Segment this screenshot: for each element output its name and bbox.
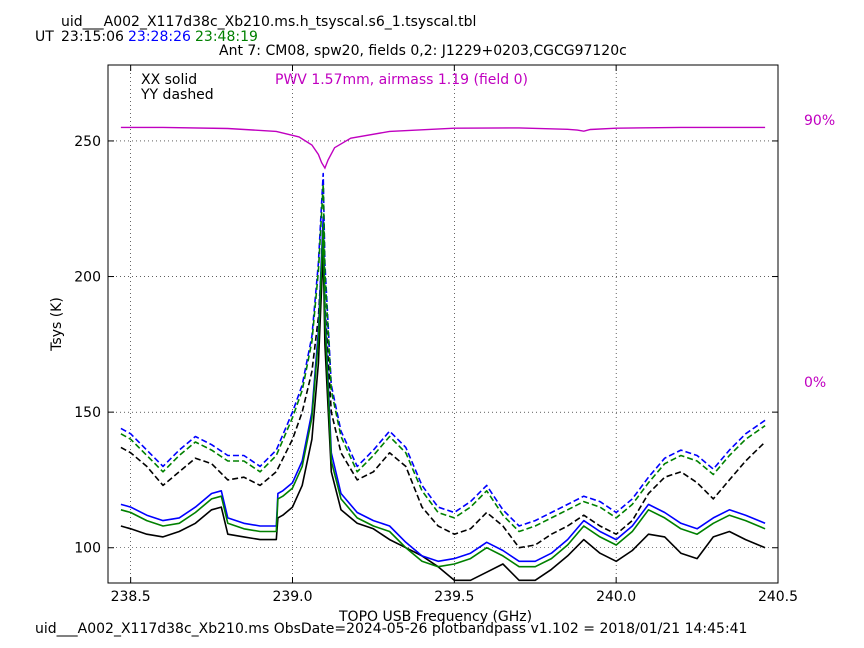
- tsys-series-0: [120, 248, 766, 582]
- legend-xx: XX solid: [141, 72, 198, 88]
- x-tick-label: 240.0: [596, 589, 636, 605]
- tsys-series-1: [120, 235, 766, 549]
- time-stamp-1: 23:15:06: [61, 29, 124, 45]
- plot-subtitle: Ant 7: CM08, spw20, fields 0,2: J1229+02…: [219, 43, 627, 59]
- pwv-annotation: PWV 1.57mm, airmass 1.19 (field 0): [275, 72, 529, 88]
- right-axis-label-bottom: 0%: [804, 375, 827, 391]
- x-tick-label: 238.5: [111, 589, 151, 605]
- tsys-series-3: [120, 172, 766, 527]
- tsys-series-4: [120, 226, 766, 568]
- y-tick-label: 200: [74, 270, 101, 286]
- file-title: uid___A002_X117d38c_Xb210.ms.h_tsyscal.s…: [61, 14, 477, 30]
- y-tick-label: 150: [74, 405, 101, 421]
- tsys-series-2: [120, 216, 766, 563]
- y-tick-label: 100: [74, 541, 101, 557]
- legend-yy: YY dashed: [141, 87, 214, 103]
- ut-label: UT: [35, 29, 54, 45]
- tsys-series-5: [120, 183, 766, 533]
- x-axis-label: TOPO USB Frequency (GHz): [339, 609, 533, 625]
- atmosphere-transmission-line: [120, 126, 766, 170]
- footer-info: uid___A002_X117d38c_Xb210.ms ObsDate=202…: [35, 621, 748, 637]
- time-stamp-2: 23:28:26: [128, 29, 191, 45]
- grid-layer: [108, 65, 779, 583]
- y-tick-label: 250: [74, 134, 101, 150]
- right-axis-label-top: 90%: [804, 113, 836, 129]
- x-tick-label: 239.0: [272, 589, 312, 605]
- x-tick-label: 240.5: [758, 589, 798, 605]
- tick-layer: 238.5 239.0 239.5 240.0 240.5 100 150 200 250: [74, 65, 798, 605]
- series-layer: [120, 126, 766, 582]
- plot-frame: [107, 64, 779, 584]
- time-stamp-3: 23:48:19: [195, 29, 258, 45]
- x-tick-label: 239.5: [434, 589, 474, 605]
